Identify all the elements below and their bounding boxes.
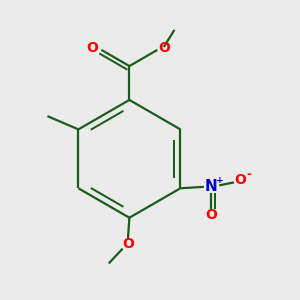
Text: O: O <box>234 173 246 187</box>
Text: -: - <box>246 168 251 181</box>
Text: O: O <box>122 237 134 251</box>
Text: O: O <box>87 40 98 55</box>
Text: O: O <box>158 41 170 56</box>
Text: +: + <box>216 176 224 185</box>
Text: N: N <box>205 179 218 194</box>
Text: O: O <box>206 208 217 222</box>
